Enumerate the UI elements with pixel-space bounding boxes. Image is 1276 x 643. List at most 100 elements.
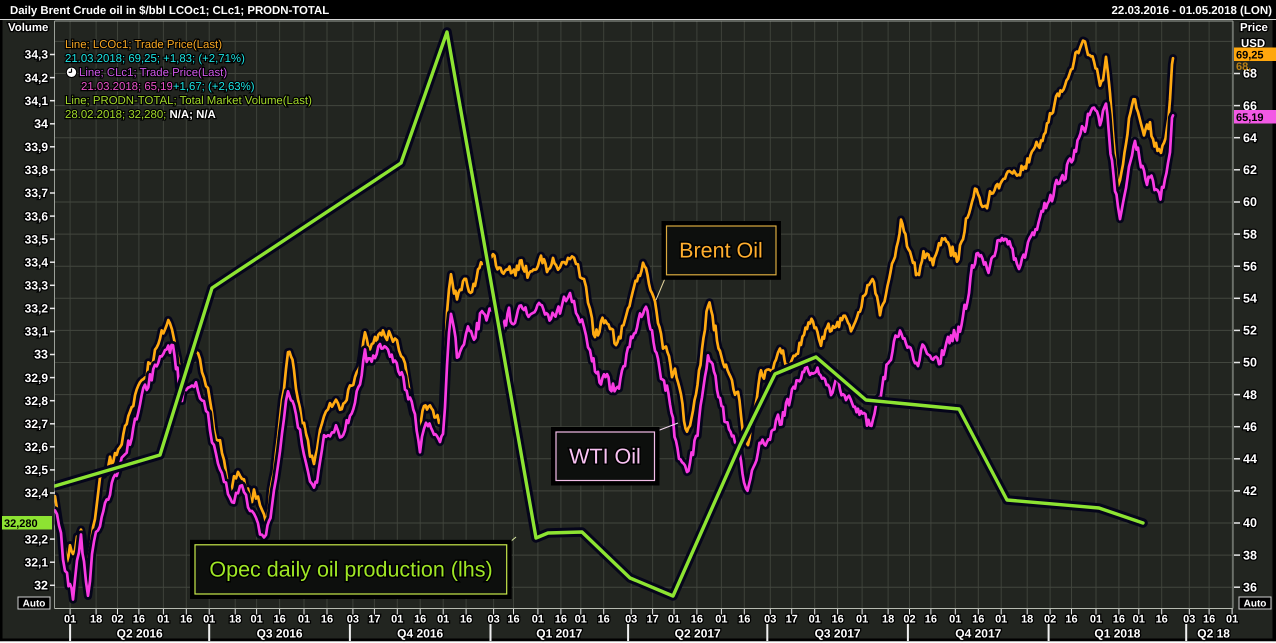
svg-text:16: 16 xyxy=(460,614,472,626)
svg-text:Q4 2016: Q4 2016 xyxy=(397,627,443,641)
svg-text:01: 01 xyxy=(391,614,403,626)
svg-text:21.03.2018; 65,19+1,67; (+2,63: 21.03.2018; 65,19+1,67; (+2,63%) xyxy=(81,81,255,93)
svg-text:58: 58 xyxy=(1243,227,1257,241)
svg-text:34,3: 34,3 xyxy=(25,48,49,62)
svg-text:02: 02 xyxy=(903,614,915,626)
svg-text:01: 01 xyxy=(715,614,727,626)
svg-text:32,8: 32,8 xyxy=(25,394,49,408)
svg-text:Q3 2016: Q3 2016 xyxy=(257,627,303,641)
svg-text:64: 64 xyxy=(1243,131,1257,145)
svg-text:22.03.2016 - 01.05.2018 (LON): 22.03.2016 - 01.05.2018 (LON) xyxy=(1112,5,1273,17)
svg-text:69,25: 69,25 xyxy=(1236,50,1264,62)
svg-text:Daily Brent Crude oil in $/bbl: Daily Brent Crude oil in $/bbl LCOc1; CL… xyxy=(10,5,329,17)
svg-text:16: 16 xyxy=(1156,614,1168,626)
svg-text:60: 60 xyxy=(1243,195,1257,209)
svg-text:16: 16 xyxy=(414,614,426,626)
svg-text:66: 66 xyxy=(1243,99,1257,113)
svg-text:01: 01 xyxy=(298,614,310,626)
svg-text:33,2: 33,2 xyxy=(25,302,49,316)
svg-text:01: 01 xyxy=(64,614,76,626)
svg-text:40: 40 xyxy=(1243,516,1257,530)
svg-text:Auto: Auto xyxy=(1244,599,1267,610)
svg-text:38: 38 xyxy=(1243,548,1257,562)
svg-text:01: 01 xyxy=(949,614,961,626)
svg-text:34: 34 xyxy=(34,117,48,131)
svg-text:33,5: 33,5 xyxy=(25,232,49,246)
svg-text:02: 02 xyxy=(1044,614,1056,626)
svg-text:32,280: 32,280 xyxy=(4,518,38,530)
svg-text:32,1: 32,1 xyxy=(25,555,49,569)
svg-text:18: 18 xyxy=(1021,614,1033,626)
svg-text:32,5: 32,5 xyxy=(25,463,49,477)
svg-text:18: 18 xyxy=(90,614,102,626)
svg-text:16: 16 xyxy=(831,614,843,626)
svg-text:02: 02 xyxy=(111,614,123,626)
svg-text:33,1: 33,1 xyxy=(25,325,49,339)
svg-text:16: 16 xyxy=(1065,614,1077,626)
svg-text:16: 16 xyxy=(555,614,567,626)
svg-text:01: 01 xyxy=(856,614,868,626)
svg-text:16: 16 xyxy=(273,614,285,626)
svg-text:Auto: Auto xyxy=(23,599,46,610)
svg-text:17: 17 xyxy=(368,614,380,626)
svg-text:01: 01 xyxy=(1226,614,1238,626)
svg-text:34,2: 34,2 xyxy=(25,71,49,85)
svg-text:Q2 18: Q2 18 xyxy=(1197,627,1230,641)
svg-text:01: 01 xyxy=(809,614,821,626)
svg-text:17: 17 xyxy=(786,614,798,626)
svg-text:Line; LCOc1; Trade Price(Last): Line; LCOc1; Trade Price(Last) xyxy=(65,39,222,51)
svg-text:01: 01 xyxy=(250,614,262,626)
svg-text:17: 17 xyxy=(646,614,658,626)
svg-text:01: 01 xyxy=(532,614,544,626)
svg-text:16: 16 xyxy=(598,614,610,626)
svg-text:16: 16 xyxy=(925,614,937,626)
svg-text:Volume: Volume xyxy=(8,22,48,34)
svg-text:46: 46 xyxy=(1243,420,1257,434)
svg-text:18: 18 xyxy=(882,614,894,626)
svg-text:03: 03 xyxy=(764,614,776,626)
svg-text:16: 16 xyxy=(507,614,519,626)
svg-text:16: 16 xyxy=(1113,614,1125,626)
svg-text:32,9: 32,9 xyxy=(25,371,49,385)
svg-text:33,7: 33,7 xyxy=(25,186,49,200)
svg-text:48: 48 xyxy=(1243,388,1257,402)
svg-text:32,4: 32,4 xyxy=(25,486,49,500)
svg-text:Q4 2017: Q4 2017 xyxy=(955,627,1001,641)
svg-text:32,6: 32,6 xyxy=(25,440,49,454)
svg-text:Q1 2018: Q1 2018 xyxy=(1094,627,1140,641)
svg-text:01: 01 xyxy=(1133,614,1145,626)
svg-text:52: 52 xyxy=(1243,324,1257,338)
svg-text:01: 01 xyxy=(1090,614,1102,626)
svg-text:Brent Oil: Brent Oil xyxy=(679,239,763,263)
svg-text:56: 56 xyxy=(1243,259,1257,273)
svg-text:33,3: 33,3 xyxy=(25,279,49,293)
svg-text:16: 16 xyxy=(972,614,984,626)
svg-text:16: 16 xyxy=(1203,614,1215,626)
svg-text:Q2 2017: Q2 2017 xyxy=(675,627,721,641)
svg-text:Price: Price xyxy=(1240,22,1268,34)
svg-text:WTI Oil: WTI Oil xyxy=(569,445,641,469)
svg-text:Line; CLc1; Trade Price(Last): Line; CLc1; Trade Price(Last) xyxy=(79,67,227,79)
svg-text:01: 01 xyxy=(157,614,169,626)
svg-text:44: 44 xyxy=(1243,452,1257,466)
svg-text:54: 54 xyxy=(1243,292,1257,306)
svg-text:01: 01 xyxy=(995,614,1007,626)
svg-text:50: 50 xyxy=(1243,356,1257,370)
svg-text:03: 03 xyxy=(487,614,499,626)
svg-text:68: 68 xyxy=(1243,67,1257,81)
svg-text:33: 33 xyxy=(34,348,48,362)
svg-text:16: 16 xyxy=(133,614,145,626)
svg-text:34,1: 34,1 xyxy=(25,94,49,108)
svg-text:16: 16 xyxy=(321,614,333,626)
svg-text:03: 03 xyxy=(1183,614,1195,626)
svg-text:32,7: 32,7 xyxy=(25,417,49,431)
svg-text:18: 18 xyxy=(229,614,241,626)
svg-text:62: 62 xyxy=(1243,163,1257,177)
svg-text:Q2 2016: Q2 2016 xyxy=(117,627,163,641)
svg-text:01: 01 xyxy=(437,614,449,626)
svg-text:Q1 2017: Q1 2017 xyxy=(536,627,582,641)
svg-text:33,4: 33,4 xyxy=(25,255,49,269)
svg-text:36: 36 xyxy=(1243,580,1257,594)
svg-text:01: 01 xyxy=(668,614,680,626)
svg-text:33,9: 33,9 xyxy=(25,140,49,154)
